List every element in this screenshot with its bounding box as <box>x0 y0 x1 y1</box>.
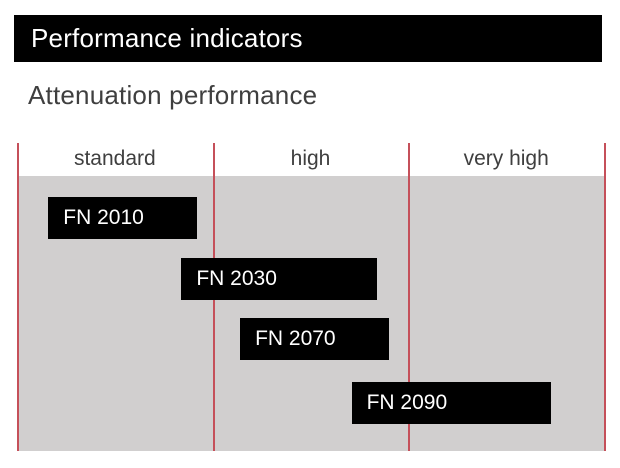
category-boundary-line <box>17 143 19 451</box>
title-bar: Performance indicators <box>14 15 602 62</box>
category-boundary-line <box>604 143 606 451</box>
category-label-high: high <box>290 147 331 170</box>
range-bar-fn-2010: FN 2010 <box>48 197 197 239</box>
attenuation-performance-chart: standard high very high FN 2010 FN 2030 FN… <box>0 143 620 451</box>
chart-subtitle: Attenuation performance <box>28 80 318 110</box>
range-bar-label: FN 2070 <box>255 327 336 350</box>
category-label-standard: standard <box>73 147 156 170</box>
range-bar-fn-2030: FN 2030 <box>181 258 378 300</box>
range-bar-label: FN 2010 <box>63 206 144 229</box>
range-bar-fn-2090: FN 2090 <box>351 382 552 424</box>
category-boundary-line <box>408 143 411 451</box>
range-bar-fn-2070: FN 2070 <box>240 318 389 360</box>
page-title: Performance indicators <box>31 23 303 53</box>
category-header-row: standard high very high <box>17 143 604 176</box>
range-bar-label: FN 2090 <box>366 391 448 414</box>
range-bar-label: FN 2030 <box>196 267 277 290</box>
category-label-very-high: very high <box>463 147 549 170</box>
